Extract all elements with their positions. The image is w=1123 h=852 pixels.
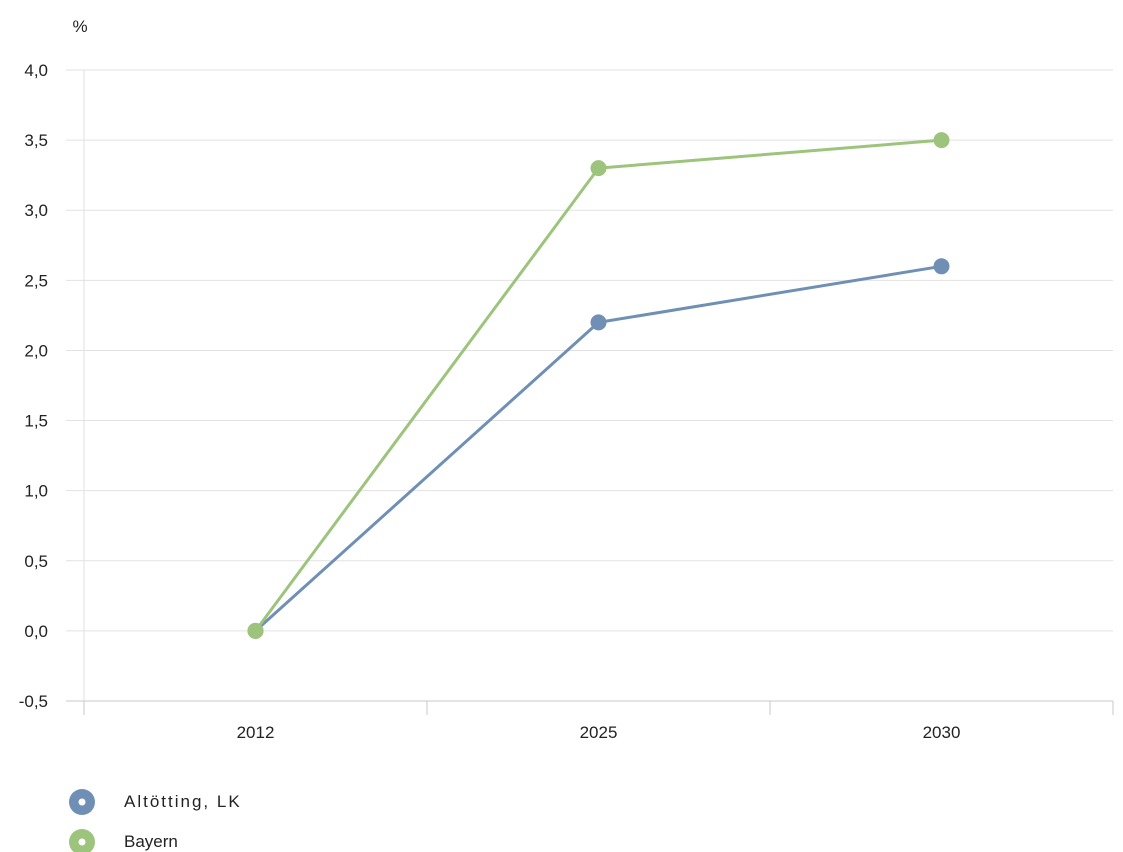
legend-marker-icon xyxy=(69,789,95,815)
data-point[interactable] xyxy=(590,160,607,177)
legend-item-bayern[interactable]: Bayern xyxy=(68,822,242,852)
data-point[interactable] xyxy=(247,622,264,639)
y-tick-label: 1,5 xyxy=(24,412,48,431)
legend: Altötting, LK Bayern xyxy=(68,782,242,852)
data-point[interactable] xyxy=(933,258,950,275)
y-tick-label: 3,0 xyxy=(24,201,48,220)
y-tick-labels: -0,5 0,0 0,5 1,0 1,5 2,0 2,5 3,0 3,5 4,0 xyxy=(19,61,48,711)
data-point[interactable] xyxy=(933,132,950,149)
x-tick-label: 2012 xyxy=(237,723,275,742)
legend-item-altoetting[interactable]: Altötting, LK xyxy=(68,782,242,822)
line-chart: % -0,50,00,51,01,52,02,53,03,54,0 2012 20… xyxy=(19,17,1114,742)
grid-lines xyxy=(66,69,1113,632)
y-tick-label: 3,5 xyxy=(24,131,48,150)
y-tick-label: 4,0 xyxy=(24,61,48,80)
legend-label-bayern: Bayern xyxy=(124,832,178,851)
data-point[interactable] xyxy=(590,314,607,331)
y-tick-label: -0,5 xyxy=(19,692,48,711)
series-line xyxy=(254,138,942,632)
y-tick-label: 1,0 xyxy=(24,482,48,501)
series-lines xyxy=(247,132,950,639)
x-tick-label: 2030 xyxy=(923,723,961,742)
legend-marker-icon xyxy=(69,829,95,852)
y-axis-unit-label: % xyxy=(72,17,87,36)
y-tick-label: 2,0 xyxy=(24,341,48,360)
x-tick-label: 2025 xyxy=(580,723,618,742)
y-tick-label: 0,5 xyxy=(24,552,48,571)
axes xyxy=(66,70,1114,715)
y-tick-label: 2,5 xyxy=(24,271,48,290)
x-tick-labels: 2012 2025 2030 xyxy=(237,723,961,742)
y-tick-label: 0,0 xyxy=(24,622,48,641)
legend-label-altoetting: Altötting, LK xyxy=(124,792,242,811)
